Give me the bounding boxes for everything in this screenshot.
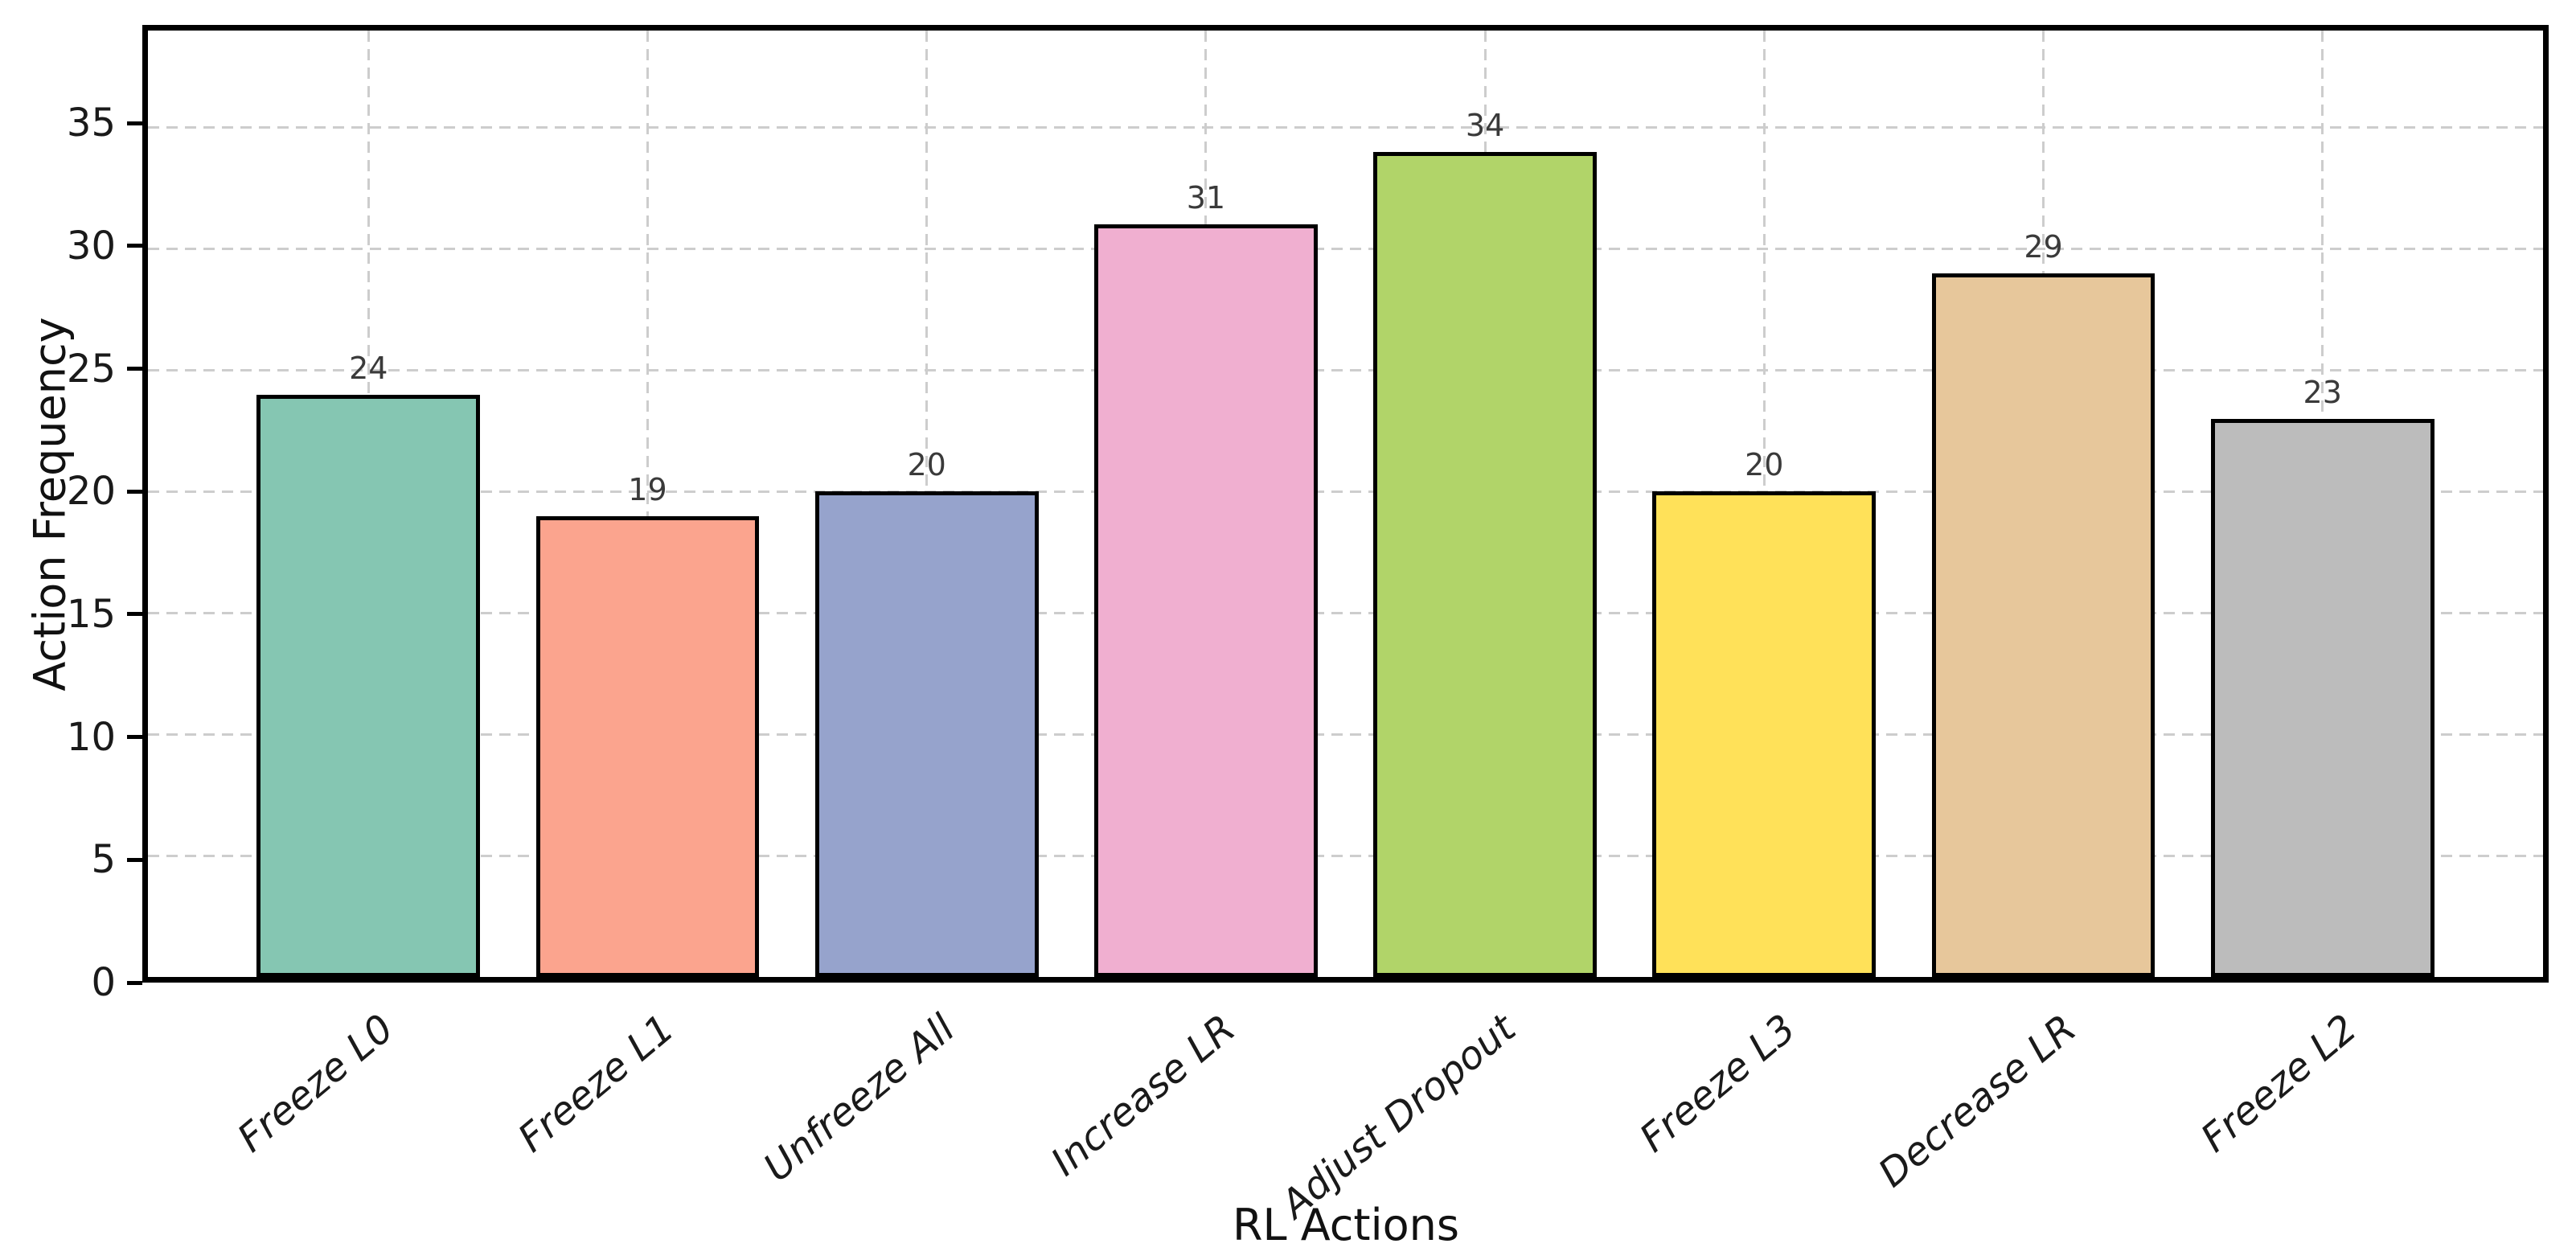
y-tick-label: 20 [66,469,116,515]
y-tick-mark [127,980,142,985]
bars-layer [148,31,2543,977]
horizontal-gridline [148,733,2543,736]
x-tick-label-freeze-l3: Freeze L3 [1631,1005,1805,1162]
x-tick-label-adjust-dropout: Adjust Dropout [1272,1005,1524,1228]
x-tick-label-decrease-lr: Decrease LR [1870,1005,2086,1196]
y-tick-label: 30 [66,223,116,269]
y-tick-mark [127,489,142,494]
bar-freeze-l1 [535,515,760,977]
x-tick-label-freeze-l2: Freeze L2 [2192,1005,2365,1162]
horizontal-gridline [148,611,2543,614]
y-tick-label: 35 [66,101,116,146]
y-tick-label: 5 [91,837,116,883]
bar-adjust-dropout [1373,151,1597,977]
y-tick-mark [127,857,142,862]
bar-unfreeze-all [814,491,1039,977]
y-tick-mark [127,367,142,371]
bar-value-label: 31 [1186,180,1226,216]
bar-decrease-lr [1931,273,2156,977]
bar-value-label: 23 [2303,374,2342,410]
plot-area: 24 19 20 31 34 20 29 23 [142,25,2549,983]
horizontal-gridline [148,126,2543,129]
bar-value-label: 20 [907,447,946,483]
x-tick-label-freeze-l1: Freeze L1 [509,1005,683,1162]
vertical-gridline [646,31,649,977]
bar-freeze-l3 [1652,491,1877,977]
horizontal-gridline [148,490,2543,493]
bar-freeze-l0 [256,394,481,977]
bar-freeze-l2 [2210,418,2434,977]
bar-value-label: 20 [1745,447,1784,483]
bar-value-label: 19 [628,471,667,507]
horizontal-gridline [148,369,2543,371]
x-tick-label-freeze-l0: Freeze L0 [229,1005,403,1162]
y-tick-mark [127,244,142,248]
bar-value-label: 24 [349,350,388,386]
bar-values-layer: 24 19 20 31 34 20 29 23 [148,31,2543,977]
bar-value-label: 34 [1465,107,1505,143]
y-tick-label: 10 [66,714,116,760]
y-tick-mark [127,121,142,125]
y-tick-mark [127,612,142,617]
y-tick-mark [127,735,142,740]
horizontal-gridline [148,248,2543,251]
x-axis-label: RL Actions [1232,1200,1460,1250]
y-tick-label: 25 [66,346,116,392]
bar-increase-lr [1094,224,1318,977]
y-tick-label: 15 [66,591,116,637]
y-tick-label: 0 [91,960,116,1005]
horizontal-gridline [148,854,2543,857]
x-tick-label-increase-lr: Increase LR [1042,1005,1244,1185]
bar-value-label: 29 [2024,228,2063,265]
x-tick-label-unfreeze-all: Unfreeze All [754,1005,963,1191]
